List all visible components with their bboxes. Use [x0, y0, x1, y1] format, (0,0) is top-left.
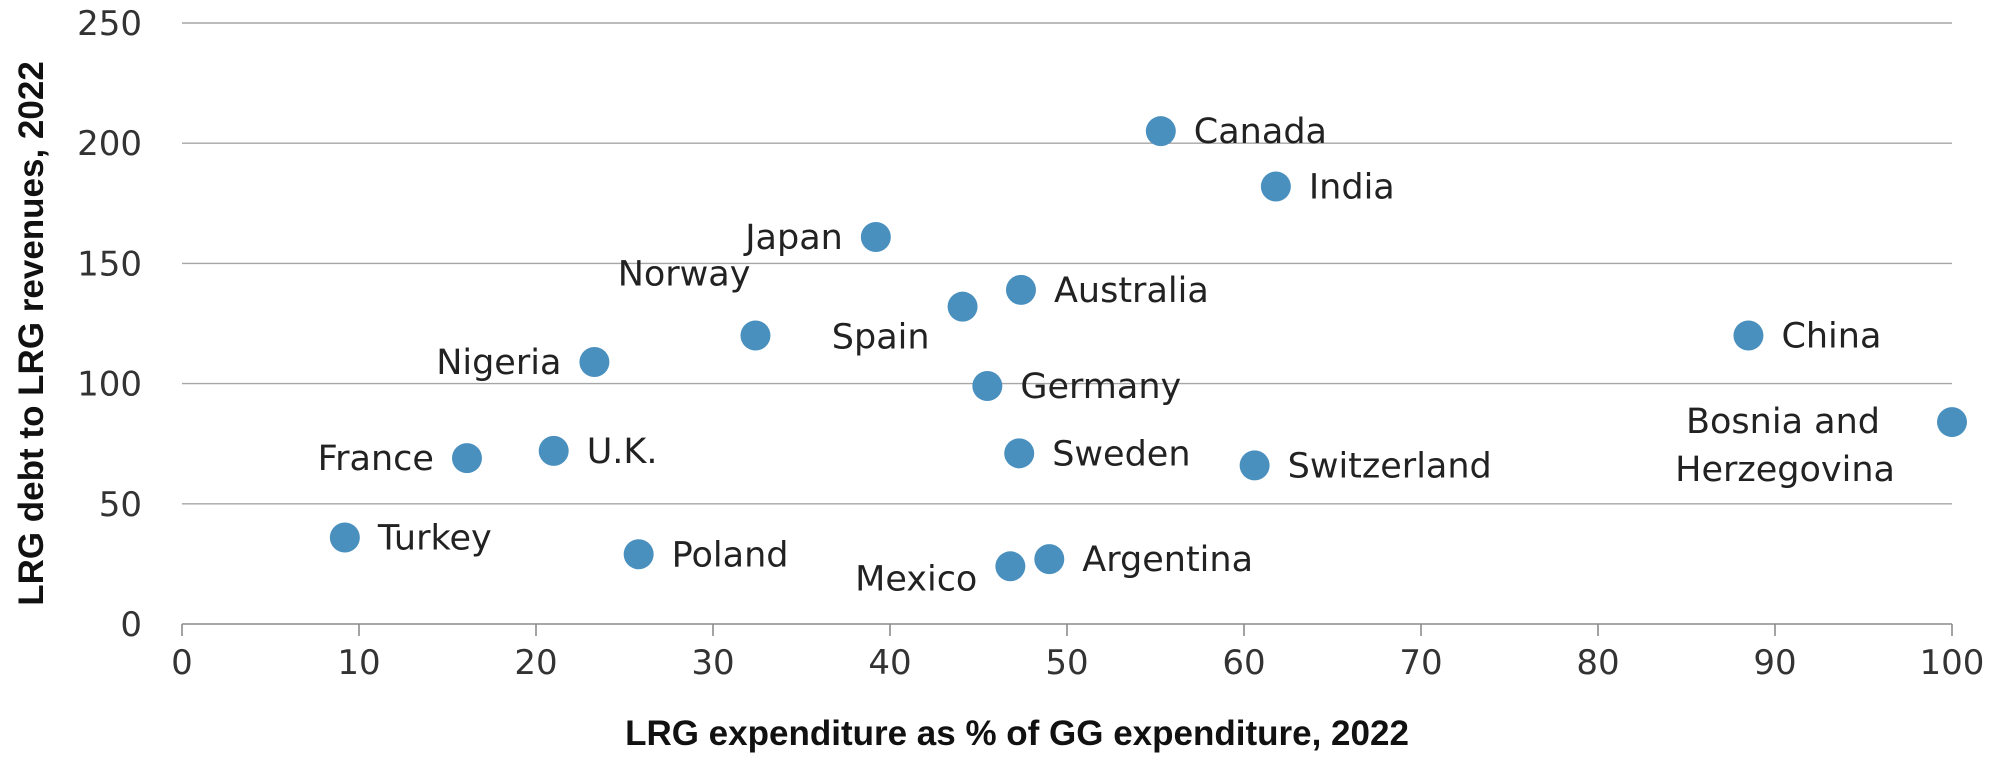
x-tick-label: 60 [1222, 643, 1265, 683]
y-tick-label: 150 [77, 244, 142, 284]
data-point [995, 551, 1026, 582]
data-point [860, 221, 891, 252]
data-point [1260, 171, 1291, 202]
point-label: Sweden [1052, 434, 1190, 474]
data-point [1005, 274, 1036, 305]
x-tick-label: 20 [514, 643, 557, 683]
data-points [329, 116, 1967, 582]
point-label: Bosnia and Herzegovina [1675, 402, 1895, 490]
x-tick-label: 100 [1920, 643, 1985, 683]
point-label: Norway [618, 255, 751, 295]
data-point [451, 443, 482, 474]
data-point [579, 346, 610, 377]
x-tick-label: 30 [691, 643, 734, 683]
x-tick-label: 40 [868, 643, 911, 683]
y-tick-label: 250 [77, 4, 142, 44]
x-tick-label: 10 [337, 643, 380, 683]
axes [181, 623, 1953, 636]
data-point [947, 291, 978, 322]
y-tick-label: 50 [99, 485, 142, 525]
tick-labels: 0 50 100 150 200 250 0 10 20 30 40 50 60 70 80 90 100 [77, 4, 1984, 683]
data-point [1034, 544, 1065, 575]
point-label: Nigeria [436, 343, 561, 383]
data-point [538, 435, 569, 466]
data-point [1145, 116, 1176, 147]
data-point [329, 522, 360, 553]
y-axis-title: LRG debt to LRG revenues, 2022 [12, 61, 51, 606]
data-point [1937, 407, 1967, 438]
point-label-line: Herzegovina [1675, 450, 1895, 490]
gridlines [182, 22, 1952, 505]
point-label: Australia [1054, 271, 1209, 311]
y-tick-label: 200 [77, 124, 142, 164]
x-tick-label: 50 [1045, 643, 1088, 683]
data-point [1239, 450, 1270, 481]
x-tick-label: 80 [1576, 643, 1619, 683]
point-label: France [318, 439, 434, 479]
y-tick-label: 100 [77, 365, 142, 405]
data-point [740, 320, 771, 351]
point-label-line: Bosnia and [1686, 402, 1880, 442]
data-point [1004, 438, 1035, 469]
point-label: China [1781, 317, 1881, 357]
point-label: Germany [1020, 367, 1181, 407]
y-tick-label: 0 [120, 605, 142, 645]
data-point [1733, 320, 1764, 351]
point-label: Poland [672, 535, 789, 575]
data-point [972, 371, 1003, 402]
x-tick-label: 90 [1753, 643, 1796, 683]
x-axis-title: LRG expenditure as % of GG expenditure, … [625, 714, 1409, 753]
point-label: Mexico [855, 559, 977, 599]
point-label: Argentina [1082, 540, 1253, 580]
point-label: Switzerland [1288, 446, 1492, 486]
x-tick-label: 70 [1399, 643, 1442, 683]
point-label: India [1309, 167, 1395, 207]
x-tick-label: 0 [171, 643, 193, 683]
data-point [623, 539, 654, 570]
point-label: Japan [743, 218, 843, 258]
point-label: U.K. [587, 432, 658, 472]
point-label: Canada [1194, 112, 1327, 152]
point-label: Turkey [377, 518, 492, 558]
point-labels: Canada India Japan Australia Spain Norway Chin… [318, 112, 1895, 599]
point-label: Spain [832, 318, 930, 358]
